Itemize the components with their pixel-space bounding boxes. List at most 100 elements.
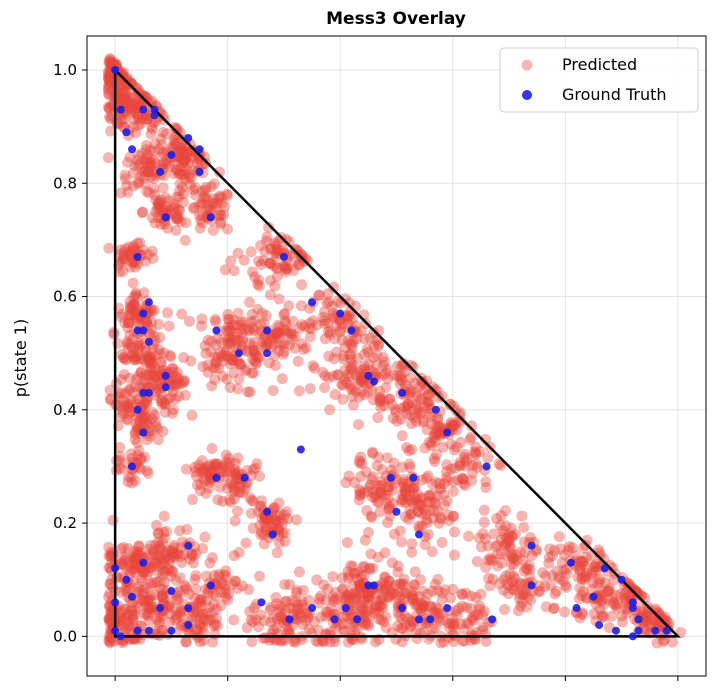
predicted-point bbox=[243, 584, 255, 596]
predicted-point bbox=[402, 613, 414, 625]
predicted-point bbox=[126, 105, 138, 117]
predicted-point bbox=[377, 394, 389, 406]
predicted-point bbox=[129, 82, 141, 94]
predicted-point bbox=[427, 623, 439, 635]
predicted-point bbox=[240, 364, 252, 376]
predicted-point bbox=[455, 416, 467, 428]
predicted-point bbox=[174, 205, 186, 217]
predicted-point bbox=[232, 472, 244, 484]
predicted-point bbox=[159, 576, 171, 588]
predicted-point bbox=[448, 549, 460, 561]
predicted-point bbox=[270, 598, 282, 610]
predicted-point bbox=[115, 248, 127, 260]
predicted-point bbox=[320, 606, 332, 618]
predicted-point bbox=[259, 513, 271, 525]
predicted-point bbox=[164, 616, 176, 628]
predicted-point bbox=[216, 578, 228, 590]
predicted-point bbox=[574, 612, 586, 624]
ground-truth-point bbox=[443, 604, 452, 613]
predicted-point bbox=[156, 394, 168, 406]
predicted-point bbox=[377, 591, 389, 603]
predicted-point bbox=[431, 420, 443, 432]
predicted-point bbox=[132, 159, 144, 171]
predicted-point bbox=[204, 459, 216, 471]
predicted-point bbox=[108, 606, 120, 618]
predicted-point bbox=[122, 399, 134, 411]
predicted-point bbox=[194, 485, 206, 497]
predicted-point bbox=[186, 409, 198, 421]
predicted-point bbox=[164, 161, 176, 173]
predicted-point bbox=[228, 331, 240, 343]
predicted-point bbox=[491, 513, 503, 525]
predicted-point bbox=[465, 603, 477, 615]
predicted-point bbox=[331, 320, 343, 332]
predicted-point bbox=[248, 344, 260, 356]
predicted-point bbox=[134, 549, 146, 561]
predicted-point bbox=[560, 579, 572, 591]
predicted-point bbox=[443, 621, 455, 633]
predicted-point bbox=[410, 416, 422, 428]
predicted-point bbox=[193, 618, 205, 630]
predicted-point bbox=[123, 95, 135, 107]
predicted-point bbox=[169, 202, 181, 214]
predicted-point bbox=[547, 550, 559, 562]
predicted-point bbox=[176, 557, 188, 569]
predicted-point bbox=[241, 344, 253, 356]
predicted-point bbox=[267, 612, 279, 624]
predicted-point bbox=[348, 587, 360, 599]
ground-truth-point bbox=[431, 405, 440, 414]
predicted-point bbox=[307, 315, 319, 327]
predicted-point bbox=[594, 603, 606, 615]
predicted-point bbox=[125, 309, 137, 321]
ground-truth-point bbox=[443, 428, 452, 437]
predicted-point bbox=[218, 209, 230, 221]
predicted-point bbox=[103, 89, 115, 101]
predicted-point bbox=[219, 587, 231, 599]
predicted-point bbox=[368, 394, 380, 406]
predicted-point bbox=[256, 512, 268, 524]
predicted-point bbox=[201, 607, 213, 619]
predicted-point bbox=[574, 561, 586, 573]
predicted-point bbox=[371, 349, 383, 361]
predicted-point bbox=[437, 614, 449, 626]
predicted-point bbox=[132, 393, 144, 405]
predicted-point bbox=[405, 372, 417, 384]
predicted-point bbox=[224, 332, 236, 344]
predicted-point bbox=[125, 448, 137, 460]
predicted-point bbox=[203, 601, 215, 613]
predicted-point bbox=[649, 605, 661, 617]
predicted-point bbox=[169, 547, 181, 559]
predicted-point bbox=[247, 522, 259, 534]
predicted-point bbox=[255, 259, 267, 271]
predicted-point bbox=[175, 620, 187, 632]
predicted-point bbox=[396, 636, 408, 648]
predicted-point bbox=[311, 319, 323, 331]
predicted-point bbox=[122, 402, 134, 414]
predicted-point bbox=[355, 471, 367, 483]
predicted-point bbox=[189, 574, 201, 586]
predicted-point bbox=[289, 636, 301, 648]
predicted-point bbox=[399, 587, 411, 599]
predicted-point bbox=[477, 609, 489, 621]
predicted-point bbox=[445, 617, 457, 629]
predicted-point bbox=[147, 146, 159, 158]
predicted-point bbox=[590, 558, 602, 570]
predicted-point bbox=[626, 587, 638, 599]
predicted-point bbox=[224, 477, 236, 489]
predicted-point bbox=[363, 481, 375, 493]
predicted-point bbox=[659, 615, 671, 627]
predicted-point bbox=[279, 596, 291, 608]
predicted-point bbox=[425, 496, 437, 508]
predicted-point bbox=[157, 110, 169, 122]
predicted-point bbox=[108, 618, 120, 630]
predicted-point bbox=[277, 517, 289, 529]
predicted-point bbox=[408, 412, 420, 424]
predicted-point bbox=[395, 375, 407, 387]
predicted-point bbox=[274, 600, 286, 612]
predicted-point bbox=[127, 387, 139, 399]
predicted-point bbox=[250, 614, 262, 626]
ground-truth-point bbox=[595, 621, 604, 630]
predicted-point bbox=[114, 450, 126, 462]
predicted-point bbox=[434, 511, 446, 523]
predicted-point bbox=[103, 83, 115, 95]
